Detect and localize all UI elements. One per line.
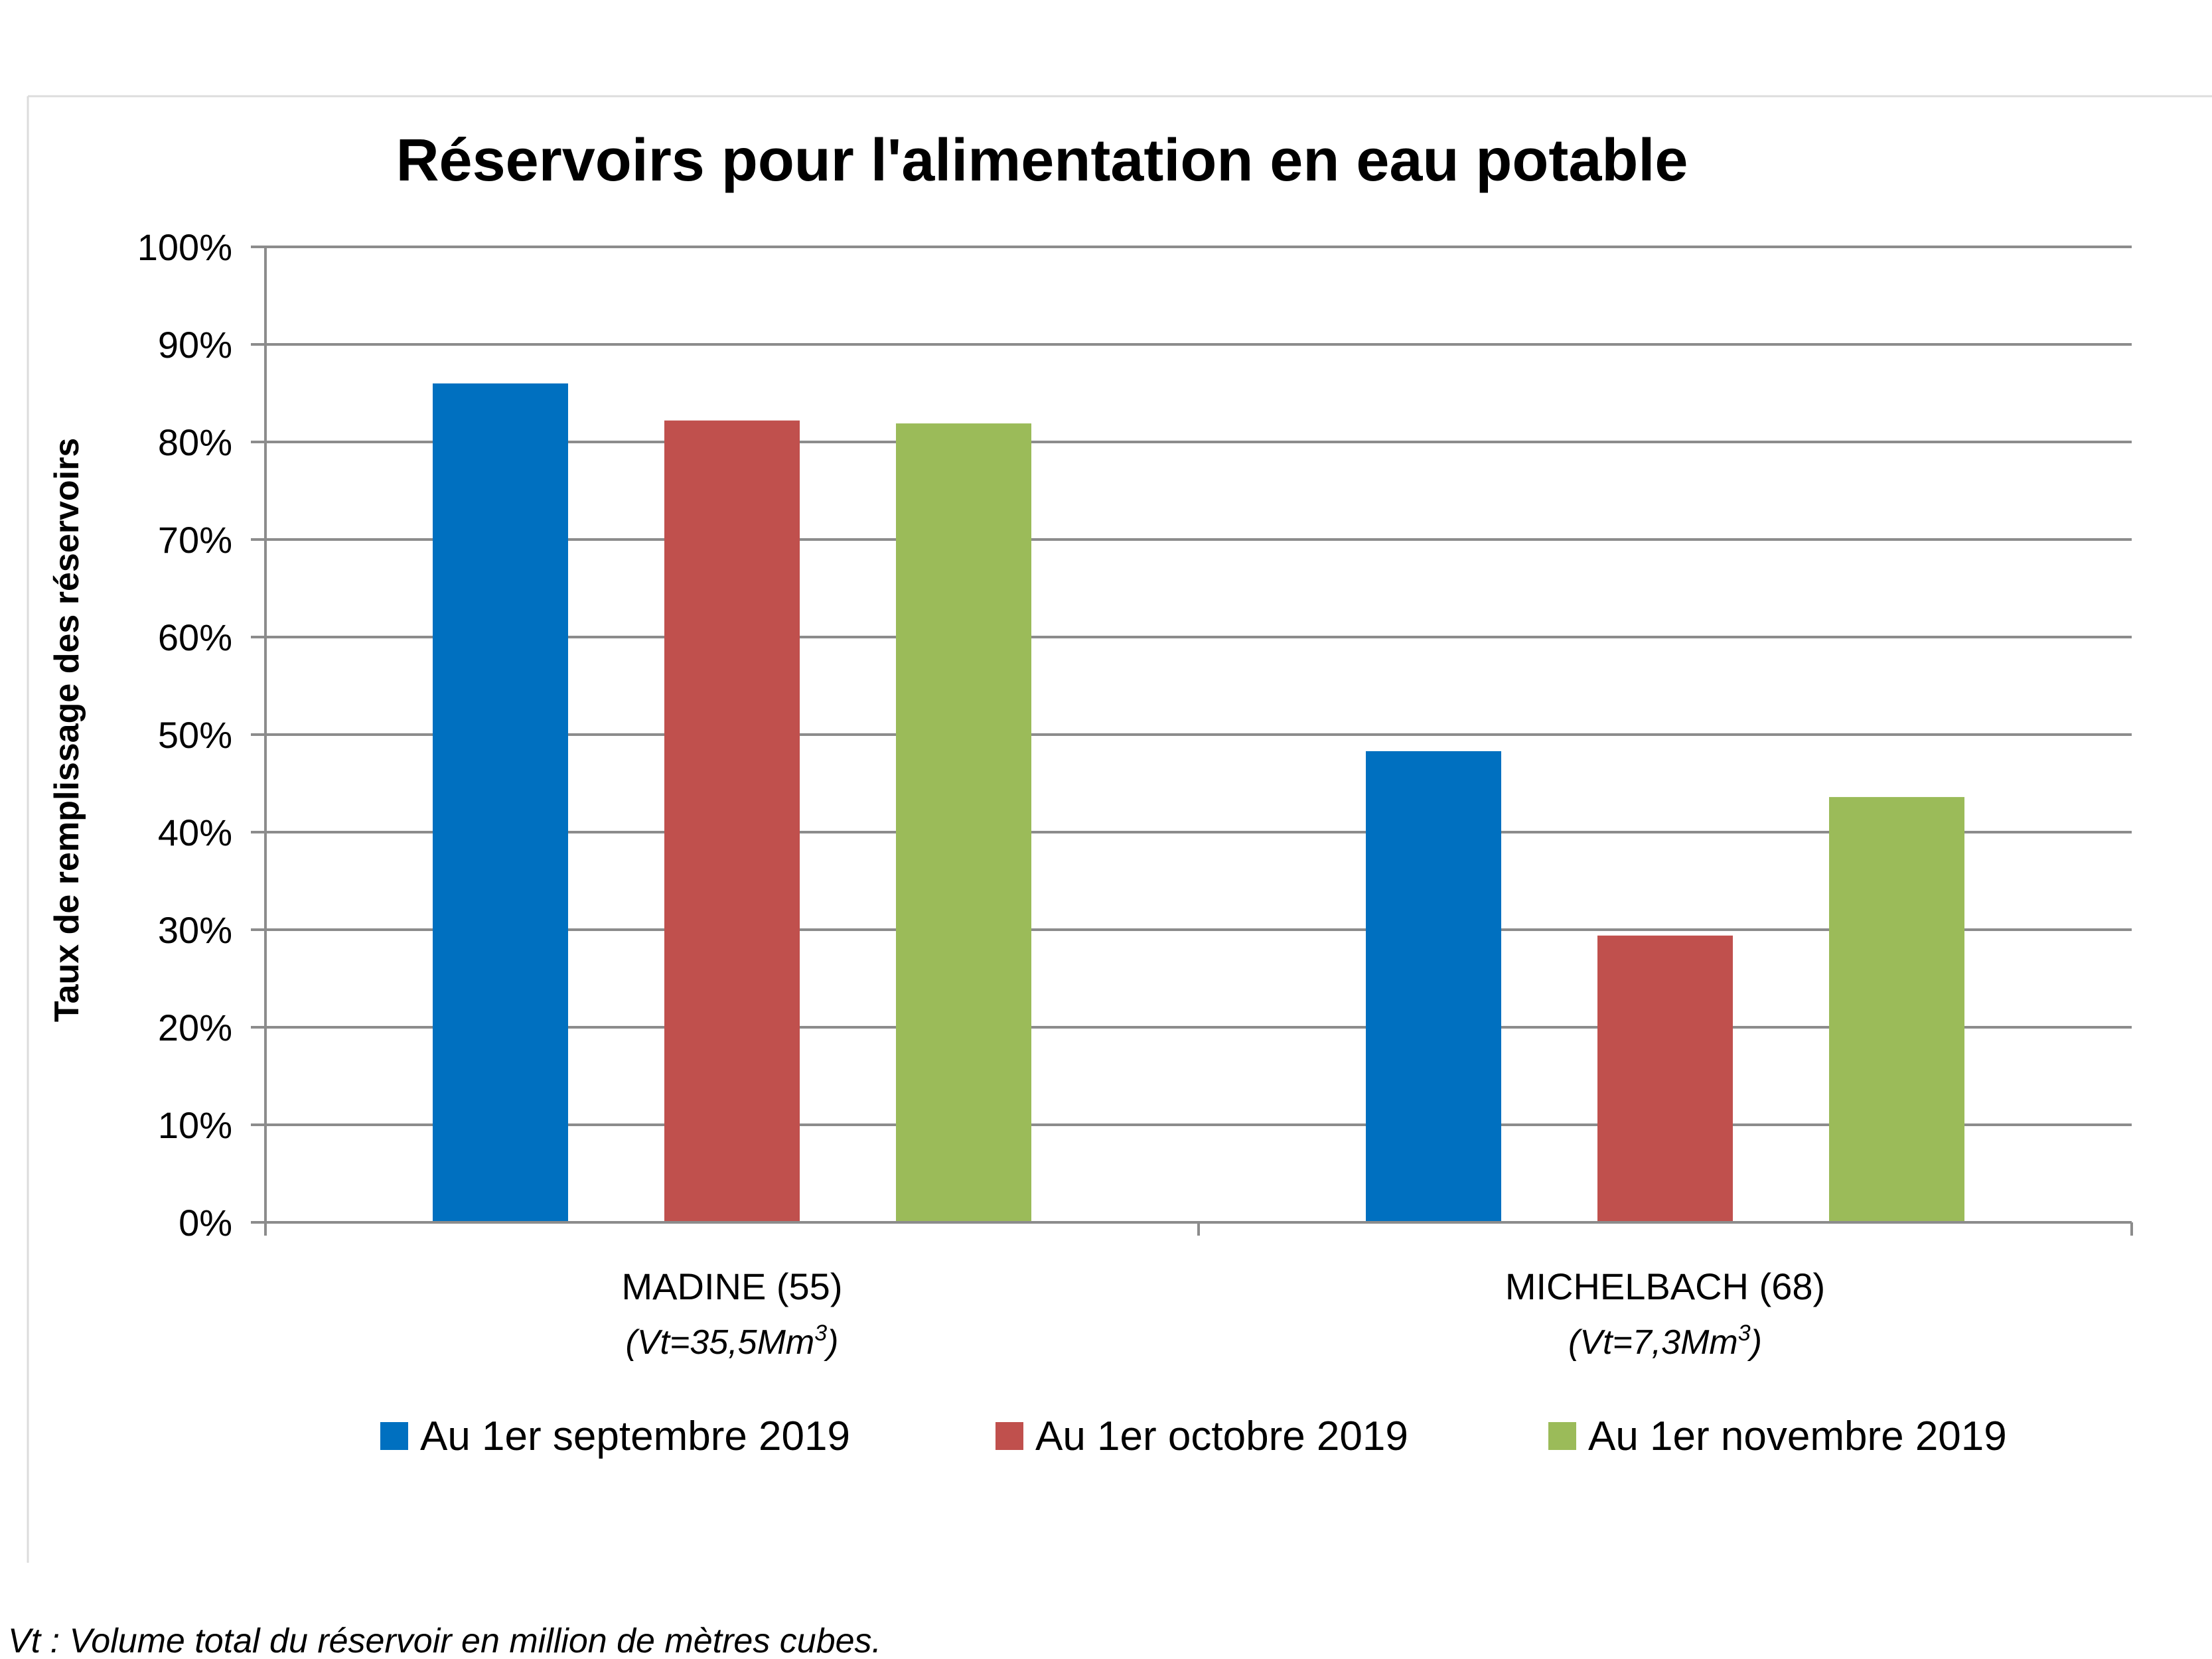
y-axis-ticks: 0% 10% 20% 30% 40% 50% 60% 70% 80% 90% 100% xyxy=(137,226,265,1244)
axes xyxy=(264,247,2133,1236)
y-axis-label: Taux de remplissage des réservoirs xyxy=(48,438,86,1023)
y-tick-label: 20% xyxy=(158,1007,232,1048)
y-tick-label: 60% xyxy=(158,616,232,658)
y-tick-label: 90% xyxy=(158,324,232,366)
bar xyxy=(664,420,800,1223)
category-label: MICHELBACH (68) xyxy=(1505,1265,1825,1307)
y-tick-label: 40% xyxy=(158,812,232,853)
legend-swatch xyxy=(995,1422,1023,1450)
y-tick-label: 80% xyxy=(158,421,232,463)
category-label: MADINE (55) xyxy=(622,1265,843,1307)
legend-label: Au 1er septembre 2019 xyxy=(420,1413,850,1459)
bar xyxy=(1597,935,1733,1222)
y-tick-label: 0% xyxy=(179,1202,232,1244)
y-tick-label: 10% xyxy=(158,1104,232,1146)
y-tick-label: 30% xyxy=(158,909,232,951)
gridlines xyxy=(265,246,2132,1126)
legend-swatch xyxy=(1548,1422,1576,1450)
legend-label: Au 1er octobre 2019 xyxy=(1035,1413,1408,1459)
y-tick-label: 50% xyxy=(158,714,232,756)
category-labels: MADINE (55) (Vt=35,5Mm3) MICHELBACH (68) (V… xyxy=(622,1265,1826,1362)
legend-swatch xyxy=(380,1422,408,1450)
chart-title: Réservoirs pour l'alimentation en eau po… xyxy=(396,127,1688,194)
bars xyxy=(433,383,1964,1223)
legend: Au 1er septembre 2019 Au 1er octobre 2019… xyxy=(380,1413,2007,1459)
bar xyxy=(896,423,1031,1222)
bar xyxy=(1366,751,1501,1222)
y-tick-label: 70% xyxy=(158,519,232,561)
footnote: Vt : Volume total du réservoir en millio… xyxy=(8,1622,881,1659)
category-sublabel: (Vt=35,5Mm3) xyxy=(626,1321,839,1362)
y-tick-label: 100% xyxy=(137,226,232,268)
bar xyxy=(433,383,568,1222)
legend-label: Au 1er novembre 2019 xyxy=(1588,1413,2007,1459)
bar xyxy=(1829,797,1964,1222)
category-sublabel: (Vt=7,3Mm3) xyxy=(1568,1321,1762,1362)
